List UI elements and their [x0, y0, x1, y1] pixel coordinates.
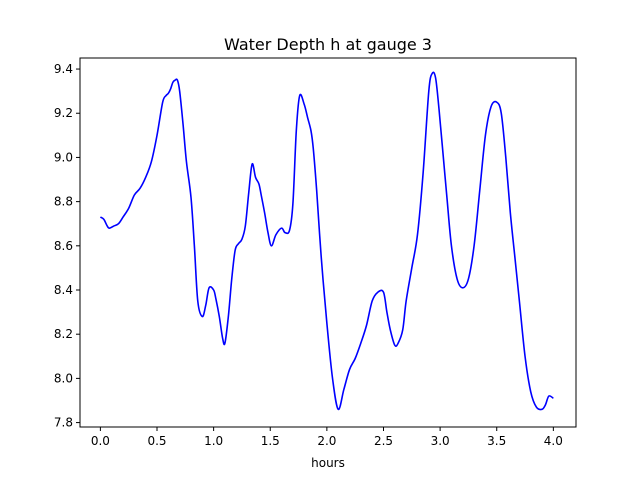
series-line — [99, 71, 554, 411]
x-tick-label: 0.5 — [147, 434, 166, 448]
x-tick-label: 1.5 — [261, 434, 280, 448]
y-tick-label: 9.0 — [54, 150, 73, 164]
x-tick-label: 2.0 — [317, 434, 336, 448]
x-axis: 0.0 0.5 1.0 1.5 2.0 2.5 3.0 3.5 4.0 — [91, 427, 563, 448]
y-tick-label: 8.0 — [54, 371, 73, 385]
y-tick-label: 8.6 — [54, 239, 73, 253]
x-tick-label: 3.5 — [487, 434, 506, 448]
x-tick-label: 3.0 — [431, 434, 450, 448]
chart-title: Water Depth h at gauge 3 — [224, 35, 432, 54]
y-tick-label: 9.2 — [54, 106, 73, 120]
y-tick-label: 9.4 — [54, 62, 73, 76]
y-tick-label: 7.8 — [54, 416, 73, 430]
plot-area — [99, 71, 554, 411]
x-axis-label: hours — [311, 456, 345, 470]
y-tick-label: 8.4 — [54, 283, 73, 297]
y-tick-label: 8.8 — [54, 195, 73, 209]
y-axis: 7.8 8.0 8.2 8.4 8.6 8.8 9.0 9.2 9.4 — [54, 62, 80, 430]
x-tick-label: 4.0 — [544, 434, 563, 448]
x-tick-label: 1.0 — [204, 434, 223, 448]
plot-frame — [79, 57, 577, 428]
x-tick-label: 2.5 — [374, 434, 393, 448]
y-tick-label: 8.2 — [54, 327, 73, 341]
x-tick-label: 0.0 — [91, 434, 110, 448]
